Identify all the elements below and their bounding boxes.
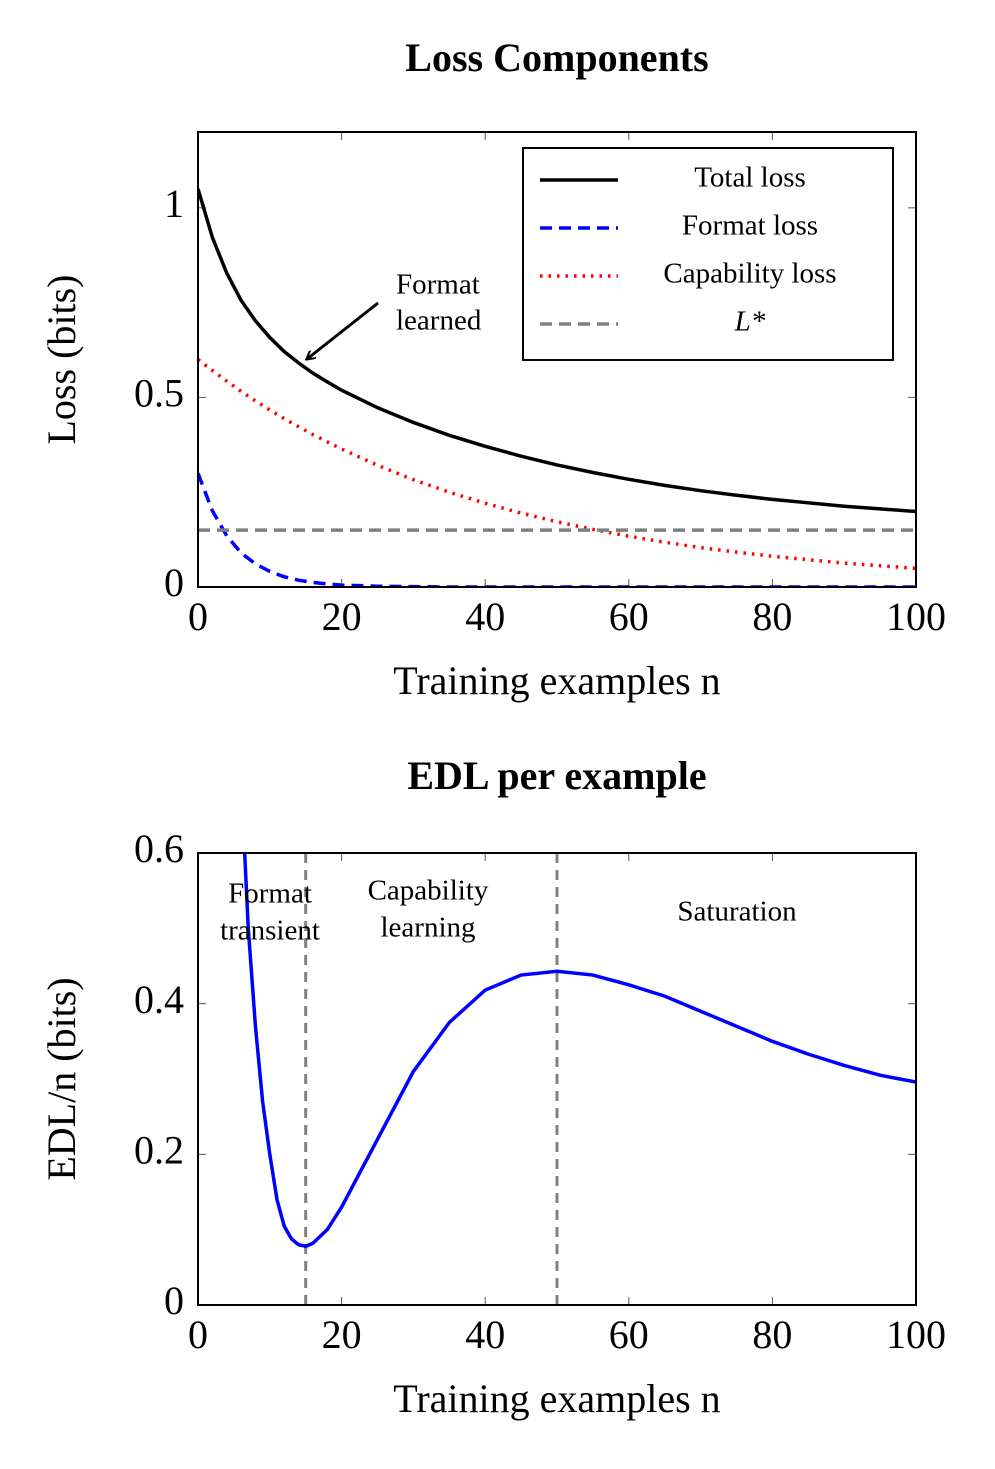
- annotation: learned: [396, 305, 482, 337]
- plot-frame: [197, 131, 917, 588]
- y-tick-label: 0.2: [134, 1128, 184, 1173]
- annotation: Format: [396, 269, 480, 301]
- x-tick-label: 40: [465, 594, 505, 639]
- annotation: transient: [220, 915, 320, 947]
- series-line: [198, 472, 916, 587]
- annotation: Format: [228, 878, 312, 910]
- y-tick-label: 0: [164, 560, 184, 605]
- legend-label: L*: [734, 306, 766, 338]
- series-line: [242, 853, 916, 1249]
- x-tick-label: 20: [322, 594, 362, 639]
- legend-label: Format loss: [682, 210, 818, 242]
- series-line: [198, 358, 916, 571]
- x-tick-label: 80: [752, 1312, 792, 1357]
- legend-label: Total loss: [694, 162, 806, 194]
- x-tick-label: 0: [188, 1312, 208, 1357]
- y-tick-label: 0.4: [134, 977, 184, 1022]
- x-axis-label: Training examples n: [393, 1376, 720, 1421]
- chart-title: EDL per example: [407, 753, 706, 798]
- annotation: Capability: [368, 875, 489, 907]
- y-tick-label: 0.6: [134, 826, 184, 871]
- y-tick-label: 0: [164, 1278, 184, 1323]
- y-tick-label: 1: [164, 181, 184, 226]
- legend-label: Capability loss: [663, 258, 836, 290]
- x-tick-label: 0: [188, 594, 208, 639]
- chart-title: Loss Components: [405, 35, 708, 80]
- annotation: Saturation: [677, 896, 797, 928]
- x-tick-label: 60: [609, 594, 649, 639]
- x-axis-label: Training examples n: [393, 658, 720, 703]
- legend: Total loss Format loss Capability loss L*: [522, 147, 894, 361]
- annotation: learning: [380, 912, 475, 944]
- x-tick-label: 100: [886, 1312, 946, 1357]
- y-axis-label: Loss (bits): [39, 275, 84, 445]
- series-line: [198, 188, 916, 514]
- x-tick-label: 20: [322, 1312, 362, 1357]
- plot-frame: [197, 852, 917, 1306]
- x-tick-label: 100: [886, 594, 946, 639]
- x-tick-label: 60: [609, 1312, 649, 1357]
- annotation-arrow: [307, 301, 379, 359]
- x-tick-label: 80: [752, 594, 792, 639]
- y-axis-label: EDL/n (bits): [39, 977, 84, 1180]
- y-tick-label: 0.5: [134, 371, 184, 416]
- x-tick-label: 40: [465, 1312, 505, 1357]
